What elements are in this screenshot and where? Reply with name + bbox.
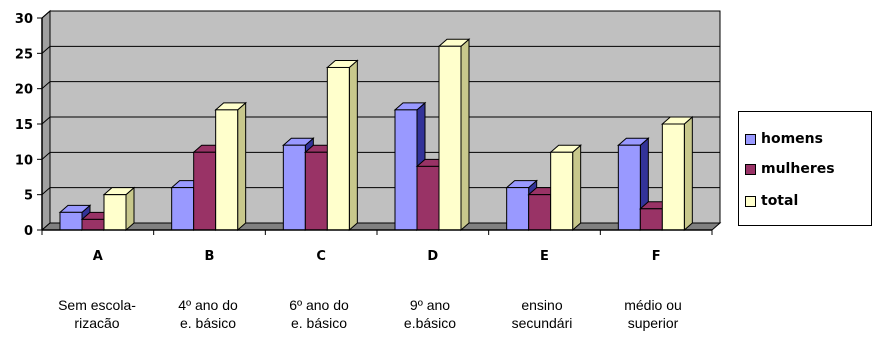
legend-swatch-homens: [745, 133, 756, 145]
bar-f-total: [661, 123, 685, 231]
legend-item-mulheres: mulheres: [745, 159, 835, 179]
gridline-15: [41, 116, 720, 125]
category-description-f-line1: médio ou: [624, 297, 682, 313]
y-tick-label-0: 0: [24, 224, 33, 239]
bar-d-homens: [394, 109, 418, 231]
category-description-e-line1: ensino: [521, 297, 563, 313]
x-tick-label-e: E: [540, 249, 549, 264]
category-description-d-line1: 9º ano: [409, 297, 451, 313]
x-tick-label-d: D: [427, 249, 438, 264]
x-tick-label-c: C: [316, 249, 326, 264]
bar-e-mulheres: [528, 194, 552, 231]
y-tick-label-5: 5: [24, 189, 33, 204]
bar-f-homens: [617, 144, 641, 231]
legend-label-mulheres: mulheres: [761, 161, 835, 177]
y-tick-label-20: 20: [15, 83, 33, 98]
bar-b-homens: [171, 187, 195, 231]
category-description-f-line2: superior: [627, 315, 679, 331]
bar-a-total: [103, 194, 127, 231]
category-description-b: 4º ano do e. básico: [163, 296, 253, 332]
x-tick-label-b: B: [205, 249, 215, 264]
legend-item-homens: homens: [745, 129, 823, 149]
bar-d-total-side: [460, 38, 470, 232]
bar-e-total: [550, 151, 574, 231]
category-description-a: Sem escola- rizacão: [52, 296, 142, 332]
bar-c-total: [326, 66, 350, 231]
bar-c-total-side: [348, 59, 358, 232]
category-description-d-line2: e.básico: [403, 315, 457, 331]
y-tick-label-25: 25: [15, 47, 33, 62]
category-description-e-line2: secundári: [511, 315, 573, 331]
category-description-a-line2: rizacão: [74, 315, 120, 331]
category-description-b-line2: e. básico: [179, 315, 237, 331]
legend-item-total: total: [745, 191, 798, 211]
bar-d-total: [438, 45, 462, 231]
bar-a-mulheres: [81, 218, 105, 231]
bar-b-total-side: [237, 101, 247, 232]
y-tick-label-10: 10: [15, 153, 33, 168]
category-description-a-line1: Sem escola-: [58, 297, 136, 313]
bar-e-homens: [506, 187, 530, 231]
bar-f-mulheres: [639, 208, 663, 231]
bar-a-homens: [59, 211, 83, 231]
bar-b-total: [215, 109, 239, 231]
gridline-10: [41, 151, 720, 160]
category-description-b-line1: 4º ano do: [178, 297, 238, 313]
gridline-25: [41, 45, 720, 54]
bar-d-mulheres: [416, 165, 440, 231]
legend: homens mulheres total: [738, 111, 872, 226]
x-tick-label-a: A: [93, 249, 103, 264]
category-description-c-line2: e. básico: [290, 315, 348, 331]
category-description-f: médio ou superior: [608, 296, 698, 332]
gridline-30: [41, 10, 720, 19]
category-description-d: 9º ano e.básico: [385, 296, 475, 332]
legend-swatch-total: [745, 195, 756, 207]
gridline-5: [41, 187, 720, 196]
gridline-20: [41, 81, 720, 90]
category-description-c-line1: 6º ano do: [289, 297, 349, 313]
bar-c-homens: [282, 144, 306, 231]
category-description-c: 6º ano do e. básico: [274, 296, 364, 332]
x-tick-label-f: F: [652, 249, 661, 264]
bar-f-total-side: [683, 115, 693, 232]
legend-label-total: total: [761, 193, 799, 209]
bar-b-mulheres: [193, 151, 217, 231]
bar-e-total-side: [572, 144, 582, 232]
bar-c-mulheres: [304, 151, 328, 231]
y-tick-label-15: 15: [15, 118, 33, 133]
category-description-e: ensino secundári: [497, 296, 587, 332]
legend-swatch-mulheres: [745, 163, 756, 175]
legend-label-homens: homens: [761, 131, 823, 147]
y-tick-label-30: 30: [15, 12, 33, 27]
